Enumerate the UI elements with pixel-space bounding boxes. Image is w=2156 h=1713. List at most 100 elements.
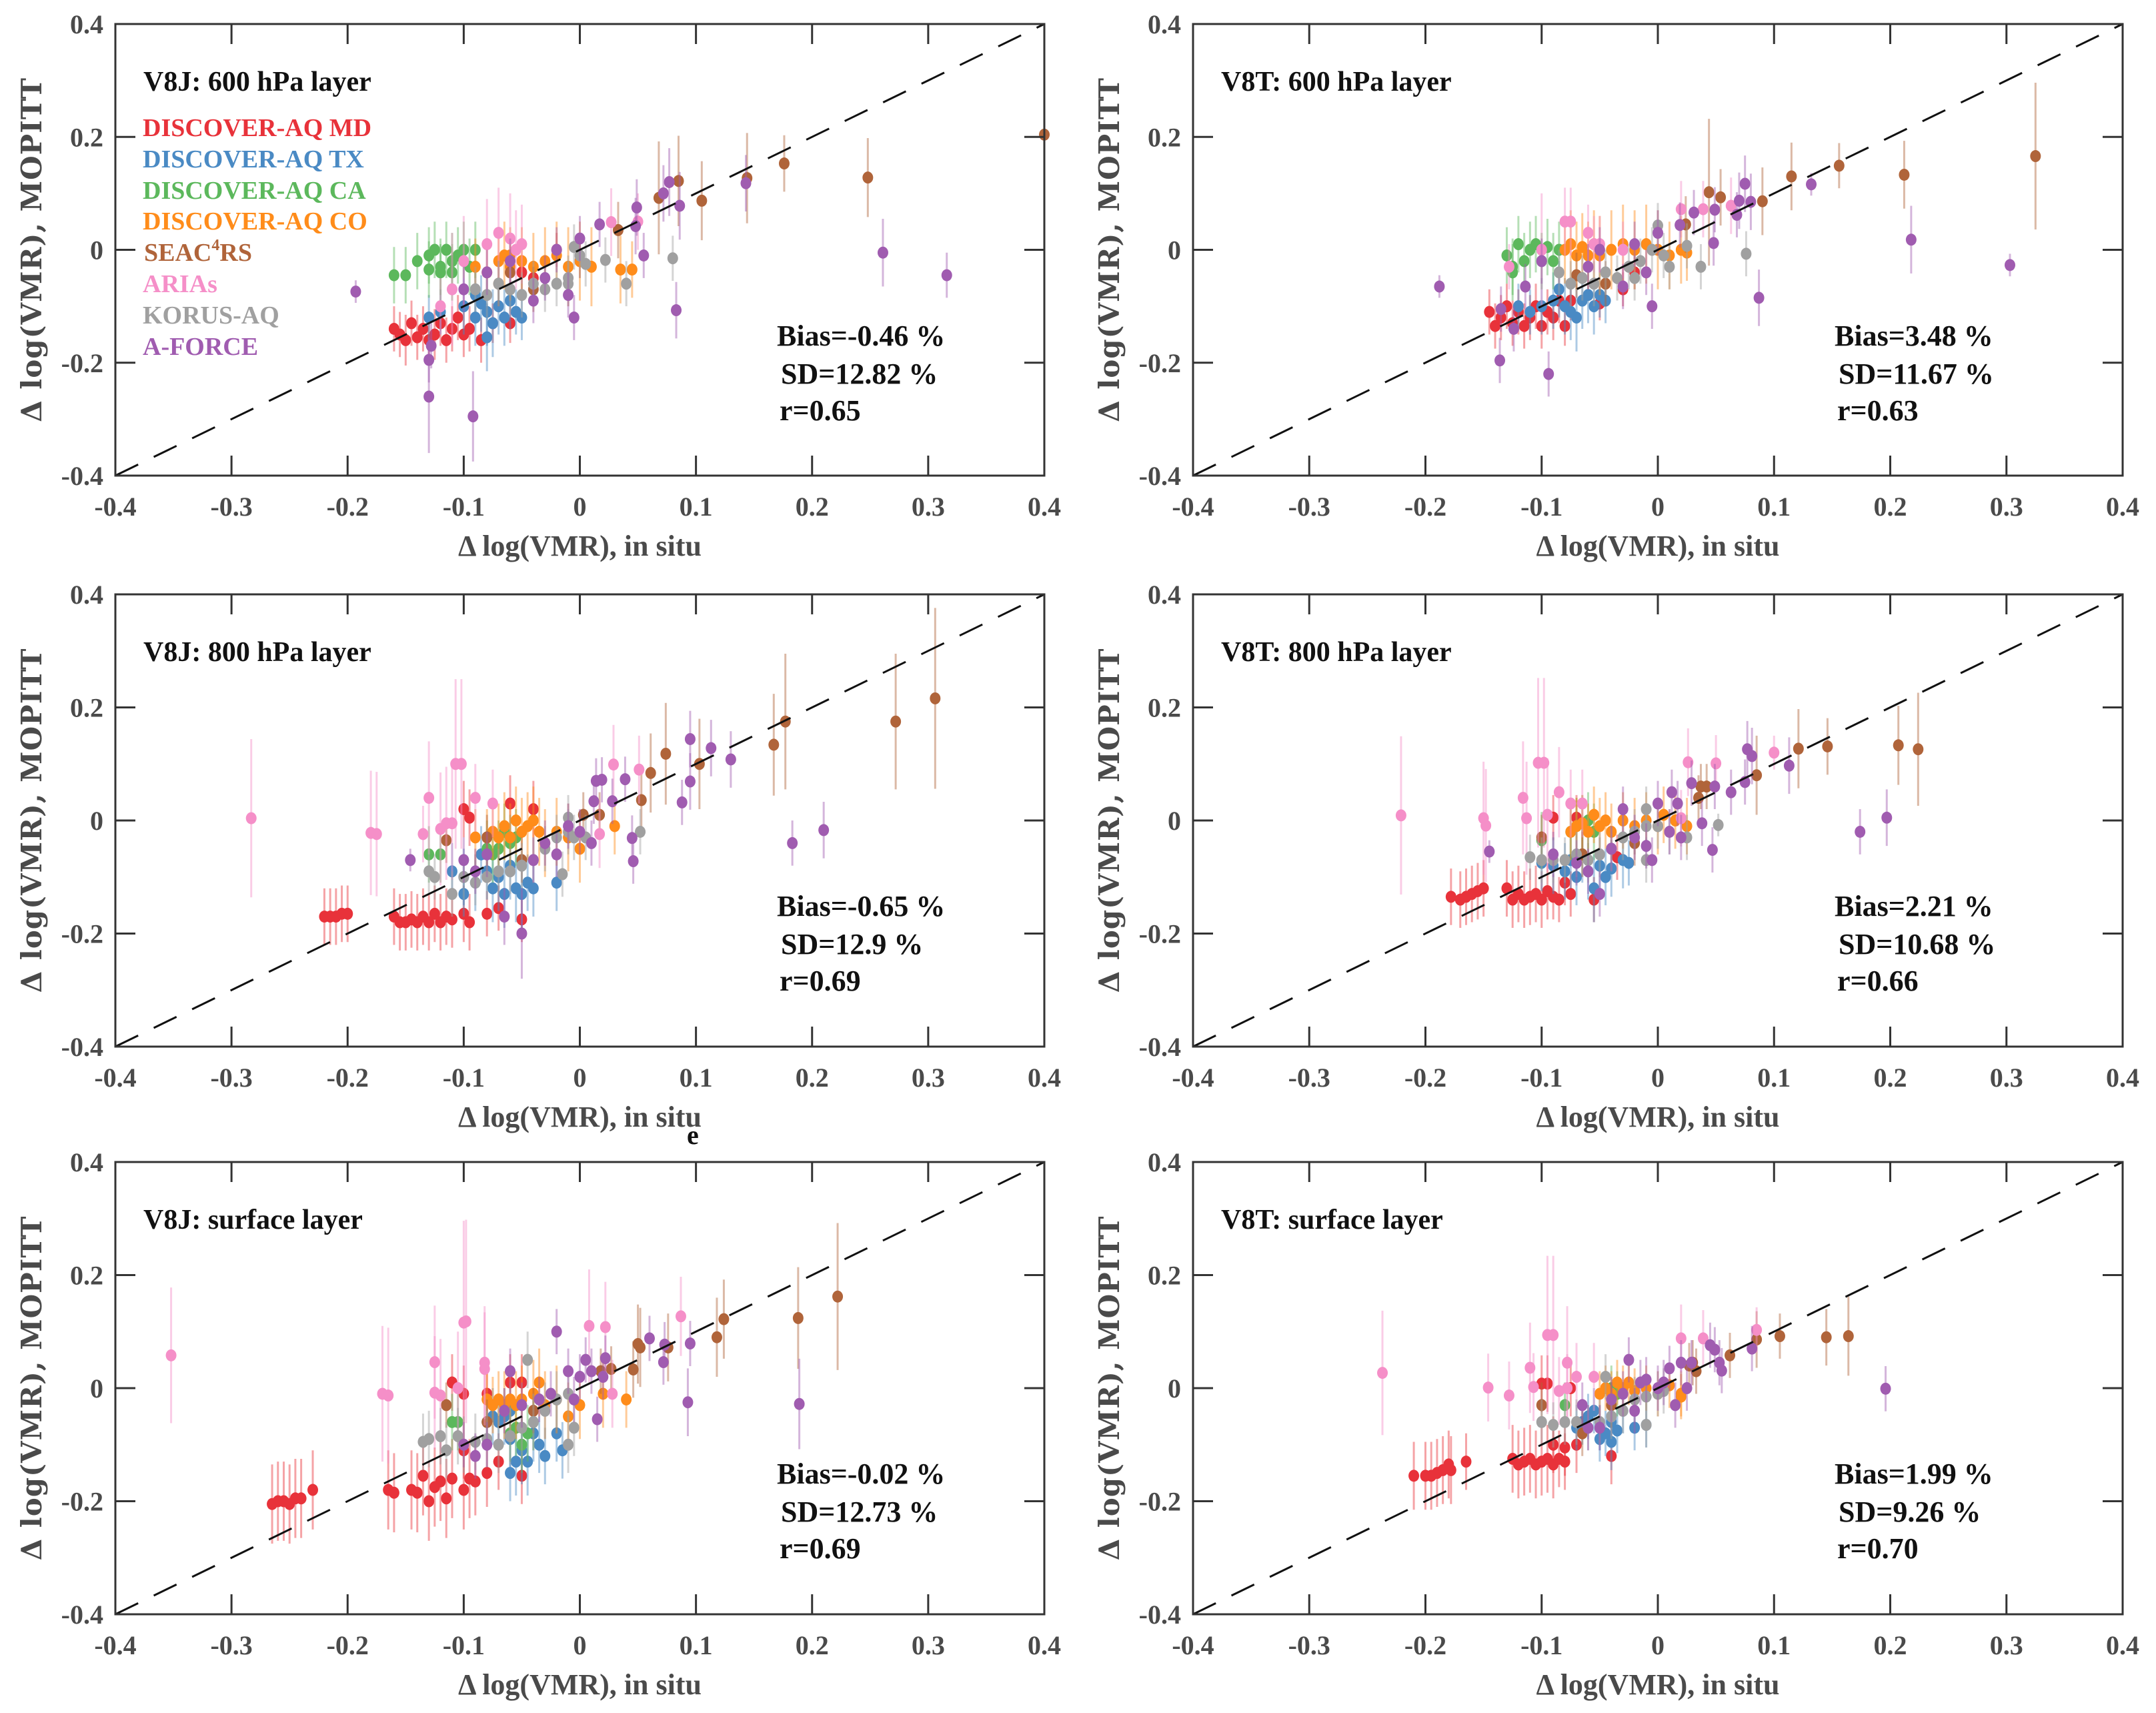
data-point <box>522 1353 533 1366</box>
stats-r: r=0.69 <box>780 1532 861 1565</box>
data-point <box>1512 300 1524 313</box>
data-point <box>1600 814 1611 826</box>
data-point <box>1612 1424 1623 1437</box>
data-point <box>1576 797 1588 810</box>
one-to-one-line <box>1192 593 2123 1048</box>
data-point <box>1576 241 1588 253</box>
data-point <box>684 775 696 788</box>
data-point <box>527 854 539 867</box>
data-point <box>1460 1456 1472 1468</box>
x-tick-label: 0.3 <box>1990 492 2023 522</box>
data-point <box>527 814 539 826</box>
data-point <box>598 1371 609 1383</box>
data-point <box>1675 203 1687 215</box>
data-point <box>1542 1377 1553 1390</box>
data-point <box>1658 249 1669 261</box>
data-point <box>1521 812 1532 824</box>
panel-v8j-600: -0.4 -0.3 -0.2 -0.1 0 0.1 0.2 0.3 0.4 -0.4 -0.2 0 0.… <box>15 9 1061 562</box>
data-point <box>682 1396 694 1409</box>
data-point <box>1695 260 1707 273</box>
panel-v8t-800: -0.4 -0.3 -0.2 -0.1 0 0.1 0.2 0.3 0.4 -0.4 -0.2 0 0.… <box>1093 580 2139 1133</box>
data-point <box>435 266 446 279</box>
data-point <box>1707 844 1718 856</box>
data-point <box>423 916 435 929</box>
x-tick-label: -0.3 <box>210 1063 252 1093</box>
x-tick-label: -0.4 <box>94 1630 136 1660</box>
data-point <box>423 848 435 861</box>
data-point <box>1822 740 1833 752</box>
data-point <box>1501 249 1512 261</box>
data-point <box>452 312 463 324</box>
data-point <box>527 882 539 895</box>
data-point <box>1478 882 1489 895</box>
data-point <box>1517 792 1528 804</box>
x-tick-label: -0.2 <box>1404 1630 1446 1660</box>
data-point <box>499 820 510 832</box>
data-point <box>423 1433 435 1446</box>
data-point <box>469 260 481 273</box>
data-point <box>594 828 606 840</box>
data-point <box>696 194 708 207</box>
data-point <box>1582 260 1594 273</box>
data-point <box>406 317 417 330</box>
data-point <box>1666 786 1677 798</box>
data-point <box>628 1363 639 1376</box>
data-point <box>1893 739 1904 752</box>
data-point <box>516 888 527 901</box>
data-point <box>1709 203 1721 216</box>
data-point <box>458 803 469 816</box>
data-point <box>1582 249 1594 261</box>
data-point <box>1697 1332 1709 1345</box>
data-point <box>481 871 493 883</box>
data-point <box>1536 255 1547 267</box>
data-point <box>1571 249 1582 261</box>
data-point <box>1600 277 1611 290</box>
data-point <box>446 1472 457 1485</box>
data-point <box>1576 271 1588 284</box>
x-tick-label: -0.2 <box>327 1630 369 1660</box>
data-point <box>551 277 562 290</box>
data-point <box>1725 786 1737 798</box>
data-point <box>435 300 446 313</box>
x-tick-label: -0.4 <box>94 1063 136 1093</box>
data-point <box>441 1399 452 1411</box>
data-point <box>533 1438 545 1451</box>
x-tick-label: 0.4 <box>2106 492 2139 522</box>
x-axis-label: Δ log(VMR), in situ <box>1536 1101 1780 1133</box>
data-point <box>487 882 498 895</box>
data-point <box>464 916 475 929</box>
data-point <box>1538 756 1550 769</box>
data-point <box>1753 292 1765 304</box>
data-point <box>563 811 574 824</box>
data-point <box>1664 1362 1675 1375</box>
x-tick-label: -0.3 <box>1288 492 1330 522</box>
data-point <box>658 187 669 199</box>
data-point <box>1518 320 1530 332</box>
data-point <box>423 312 435 324</box>
series-aforce <box>350 148 952 462</box>
x-tick-label: 0.1 <box>680 492 713 522</box>
data-point <box>423 792 435 804</box>
data-point <box>481 289 493 302</box>
data-point <box>645 766 656 779</box>
data-point <box>1693 792 1704 804</box>
data-point <box>1536 1399 1547 1411</box>
y-tick-label: 0.4 <box>1148 9 1181 39</box>
data-point <box>740 177 752 189</box>
stats-r: r=0.66 <box>1837 965 1919 997</box>
data-point <box>1774 1330 1785 1343</box>
data-point <box>1588 300 1600 313</box>
data-point <box>435 1389 446 1402</box>
data-point <box>481 1415 493 1428</box>
data-point <box>563 289 574 302</box>
data-point <box>568 312 580 324</box>
data-point <box>609 820 620 832</box>
data-point <box>1606 825 1617 838</box>
data-point <box>1617 280 1629 293</box>
legend-seac-main: SEAC <box>144 239 211 267</box>
data-point <box>1559 854 1570 867</box>
data-point <box>1716 1364 1727 1377</box>
data-point <box>467 410 479 423</box>
stats-bias: Bias=-0.46 % <box>777 320 945 352</box>
data-point <box>540 1450 551 1462</box>
